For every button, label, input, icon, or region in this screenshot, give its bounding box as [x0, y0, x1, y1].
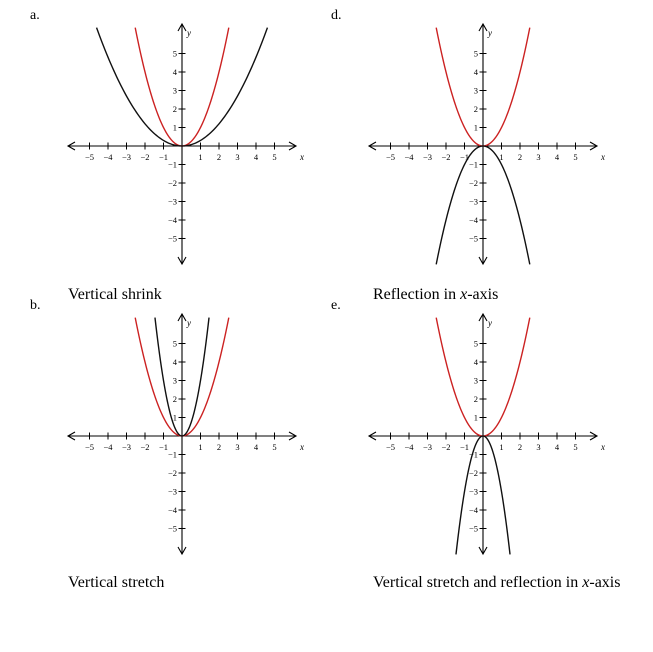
y-tick-label: 4: [474, 67, 479, 77]
x-tick-label: −3: [122, 442, 131, 452]
y-tick-label: 5: [173, 49, 177, 59]
graph-a: −5 −5 −4 −4 −3 −3 −2 −2 −1−1 1 1 2 2 3 3 4 4 5 5 x y: [30, 8, 350, 298]
x-tick-label: −5: [386, 442, 395, 452]
y-tick-label: −2: [469, 468, 478, 478]
caption-e: Vertical stretch and reflection in x-axi…: [373, 574, 620, 592]
x-tick-label: 5: [272, 442, 276, 452]
x-tick-label: −1: [159, 152, 168, 162]
x-tick-label: 1: [198, 152, 202, 162]
x-tick-label: −2: [140, 442, 149, 452]
x-tick-label: −1: [159, 442, 168, 452]
y-tick-label: 5: [474, 49, 478, 59]
x-tick-label: 3: [235, 442, 239, 452]
y-tick-label: −2: [168, 178, 177, 188]
y-tick-label: −5: [469, 524, 478, 534]
y-axis-label: y: [487, 318, 492, 328]
y-tick-label: 4: [474, 357, 479, 367]
caption-b: Vertical stretch: [68, 574, 164, 592]
y-tick-label: −2: [469, 178, 478, 188]
x-tick-label: −4: [103, 152, 113, 162]
y-tick-label: −4: [469, 215, 479, 225]
x-tick-label: 5: [573, 152, 577, 162]
graph-b: −5 −5 −4 −4 −3 −3 −2 −2 −1−1 1 1 2 2 3 3 4 4 5 5 x y: [30, 298, 350, 588]
y-tick-label: 3: [474, 86, 478, 96]
x-tick-label: −1: [460, 152, 469, 162]
y-tick-label: 5: [474, 339, 478, 349]
y-tick-label: 2: [474, 104, 478, 114]
y-axis-label: y: [487, 28, 492, 38]
x-tick-label: −3: [423, 442, 432, 452]
y-tick-label: 4: [173, 67, 178, 77]
y-tick-label: 3: [173, 376, 177, 386]
y-tick-label: −2: [168, 468, 177, 478]
x-tick-label: 1: [198, 442, 202, 452]
x-tick-label: 3: [536, 152, 540, 162]
y-tick-label: −4: [469, 505, 479, 515]
x-tick-label: 2: [217, 442, 221, 452]
y-tick-label: −3: [469, 487, 478, 497]
graph-d: −5 −5 −4 −4 −3 −3 −2 −2 −1−1 1 1 2 2 3 3 4 4 5 5 x y: [331, 8, 651, 298]
y-tick-label: 1: [173, 123, 177, 133]
y-tick-label: −1: [469, 160, 478, 170]
y-tick-label: −1: [168, 160, 177, 170]
x-tick-label: 4: [254, 152, 259, 162]
x-axis-label: x: [299, 152, 304, 162]
y-tick-label: 1: [474, 123, 478, 133]
x-tick-label: −4: [404, 442, 414, 452]
x-tick-label: −5: [85, 152, 94, 162]
graph-e: −5 −5 −4 −4 −3 −3 −2 −2 −1−1 1 1 2 2 3 3 4 4 5 5 x y: [331, 298, 651, 588]
y-tick-label: −4: [168, 215, 178, 225]
y-tick-label: 2: [474, 394, 478, 404]
y-tick-label: −3: [469, 197, 478, 207]
x-tick-label: −3: [122, 152, 131, 162]
y-tick-label: −5: [168, 524, 177, 534]
x-tick-label: 5: [272, 152, 276, 162]
x-tick-label: −3: [423, 152, 432, 162]
caption-text: Vertical stretch and reflection in: [373, 574, 582, 591]
y-tick-label: −1: [168, 450, 177, 460]
chart-panel-b: b. −5 −5 −4 −4 −3 −3 −2 −2 −1 −1 1 1 2 2 3 3 4 4 5 5 x y: [30, 298, 350, 598]
y-tick-label: 3: [173, 86, 177, 96]
x-tick-label: 2: [518, 152, 522, 162]
x-tick-label: 4: [555, 152, 560, 162]
x-tick-label: 2: [518, 442, 522, 452]
y-tick-label: −3: [168, 487, 177, 497]
y-tick-label: 2: [173, 394, 177, 404]
x-tick-label: −2: [140, 152, 149, 162]
chart-panel-a: a. −5 −5 −4 −4 −3 −3 −2 −2 −1 −1 1 1 2 2 3 3 4 4 5 5 x y: [30, 8, 350, 308]
caption-suffix: -axis: [589, 574, 620, 591]
x-axis-label: x: [600, 442, 605, 452]
y-tick-label: −3: [168, 197, 177, 207]
x-tick-label: −2: [441, 442, 450, 452]
x-tick-label: −5: [386, 152, 395, 162]
x-tick-label: 5: [573, 442, 577, 452]
x-tick-label: −1: [460, 442, 469, 452]
x-tick-label: −4: [404, 152, 414, 162]
x-tick-label: 4: [555, 442, 560, 452]
caption-text: Vertical stretch: [68, 574, 164, 591]
x-tick-label: −2: [441, 152, 450, 162]
y-tick-label: −5: [469, 234, 478, 244]
x-tick-label: 3: [235, 152, 239, 162]
y-tick-label: 1: [173, 413, 177, 423]
y-tick-label: 5: [173, 339, 177, 349]
x-tick-label: 4: [254, 442, 259, 452]
y-tick-label: −4: [168, 505, 178, 515]
x-tick-label: 1: [499, 442, 503, 452]
x-tick-label: 2: [217, 152, 221, 162]
x-tick-label: −5: [85, 442, 94, 452]
chart-panel-e: e. −5 −5 −4 −4 −3 −3 −2 −2 −1 −1 1 1 2 2 3 3 4 4 5 5 x y: [331, 298, 651, 598]
x-axis-label: x: [299, 442, 304, 452]
y-tick-label: −5: [168, 234, 177, 244]
y-tick-label: 4: [173, 357, 178, 367]
y-axis-label: y: [186, 318, 191, 328]
y-tick-label: 3: [474, 376, 478, 386]
y-axis-label: y: [186, 28, 191, 38]
x-axis-label: x: [600, 152, 605, 162]
chart-panel-d: d. −5 −5 −4 −4 −3 −3 −2 −2 −1 −1 1 1 2 2 3 3 4 4 5 5 x y: [331, 8, 651, 308]
x-tick-label: 3: [536, 442, 540, 452]
y-tick-label: 2: [173, 104, 177, 114]
x-tick-label: −4: [103, 442, 113, 452]
y-tick-label: 1: [474, 413, 478, 423]
